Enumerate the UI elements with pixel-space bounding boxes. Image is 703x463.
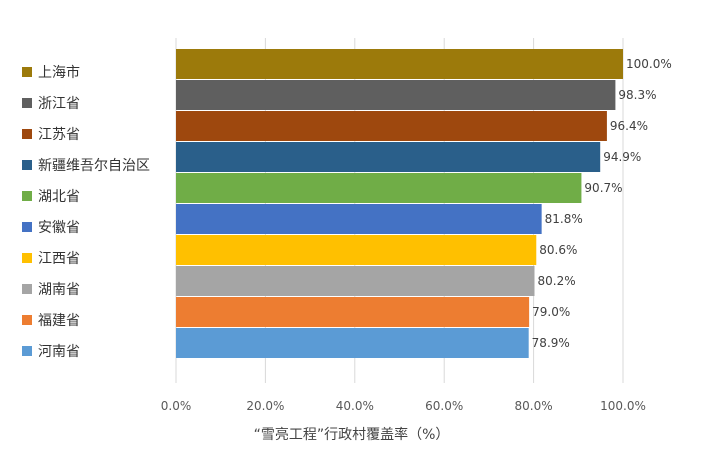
legend-swatch — [22, 315, 32, 325]
data-label: 98.3% — [618, 88, 656, 102]
x-tick-label: 60.0% — [425, 399, 463, 413]
legend-item: 湖南省 — [22, 279, 80, 299]
data-label: 81.8% — [545, 212, 583, 226]
legend-swatch — [22, 222, 32, 232]
x-tick-label: 20.0% — [246, 399, 284, 413]
legend-label: 河南省 — [38, 344, 80, 360]
bar — [176, 142, 601, 172]
legend-swatch — [22, 284, 32, 294]
x-tick-label: 40.0% — [336, 399, 374, 413]
legend-swatch — [22, 67, 32, 77]
data-label: 80.6% — [539, 243, 577, 257]
data-label: 94.9% — [603, 150, 641, 164]
bar — [176, 80, 616, 110]
bar — [176, 328, 529, 358]
data-label: 96.4% — [610, 119, 648, 133]
x-tick-label: 100.0% — [600, 399, 646, 413]
legend-item: 浙江省 — [22, 93, 80, 113]
legend-swatch — [22, 160, 32, 170]
bar — [176, 235, 537, 265]
x-tick-label: 80.0% — [515, 399, 553, 413]
legend-item: 安徽省 — [22, 217, 80, 237]
bar — [176, 49, 623, 79]
legend-swatch — [22, 191, 32, 201]
legend-label: 湖南省 — [38, 282, 80, 298]
bar — [176, 266, 535, 296]
legend-swatch — [22, 98, 32, 108]
legend-item: 江苏省 — [22, 124, 80, 144]
legend-item: 湖北省 — [22, 186, 80, 206]
legend-swatch — [22, 129, 32, 139]
legend-item: 上海市 — [22, 62, 80, 82]
data-label: 79.0% — [532, 305, 570, 319]
legend-label: 福建省 — [38, 313, 80, 329]
legend-label: 江西省 — [38, 251, 80, 267]
legend-label: 浙江省 — [38, 96, 80, 112]
legend-label: 新疆维吾尔自治区 — [38, 158, 150, 174]
legend-label: 安徽省 — [38, 220, 80, 236]
data-label: 78.9% — [532, 336, 570, 350]
bar — [176, 111, 607, 141]
bar — [176, 204, 542, 234]
x-axis-title: “雪亮工程”行政村覆盖率（%） — [253, 427, 450, 443]
data-label: 90.7% — [584, 181, 622, 195]
x-tick-label: 0.0% — [161, 399, 192, 413]
legend-label: 湖北省 — [38, 189, 80, 205]
bar — [176, 297, 530, 327]
legend-item: 河南省 — [22, 341, 80, 361]
legend-swatch — [22, 346, 32, 356]
legend-item: 新疆维吾尔自治区 — [22, 155, 150, 175]
legend-swatch — [22, 253, 32, 263]
legend-item: 江西省 — [22, 248, 80, 268]
legend-label: 江苏省 — [38, 127, 80, 143]
legend-label: 上海市 — [38, 65, 80, 81]
data-label: 100.0% — [626, 57, 672, 71]
legend-item: 福建省 — [22, 310, 80, 330]
data-label: 80.2% — [537, 274, 575, 288]
bar — [176, 173, 582, 203]
